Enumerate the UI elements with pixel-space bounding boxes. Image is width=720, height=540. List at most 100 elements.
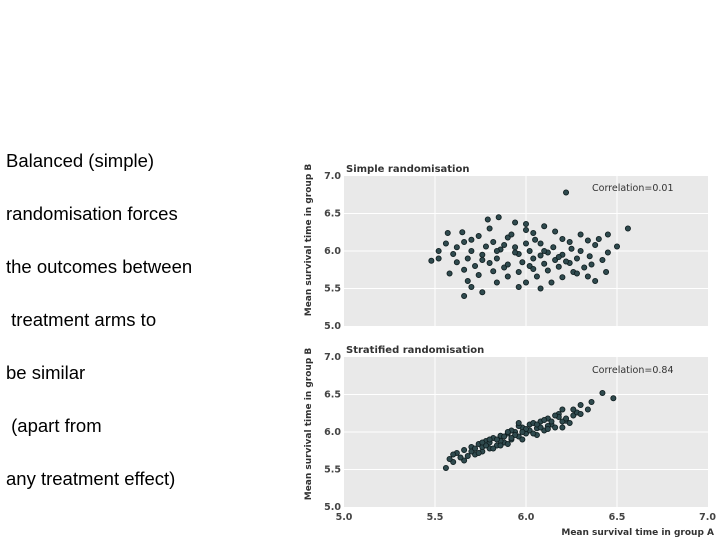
data-point	[442, 240, 449, 247]
x-tick-labels: 5.0 5.5 6.0 6.5 7.0	[336, 512, 717, 523]
y-axis-label: Mean survival time in group B	[304, 164, 314, 317]
data-point	[442, 464, 449, 471]
data-point	[504, 440, 511, 447]
data-point	[497, 442, 504, 449]
chart-title: Stratified randomisation	[346, 345, 484, 356]
data-point	[530, 229, 537, 236]
y-tick-label: 7.0	[324, 352, 341, 363]
data-point	[512, 219, 519, 226]
data-point	[515, 268, 522, 275]
data-point	[504, 273, 511, 280]
data-point	[450, 250, 457, 257]
scatter-panel-stratified: Stratified randomisation Correlation=0.8…	[304, 345, 716, 538]
data-point	[461, 292, 468, 299]
data-point	[504, 261, 511, 268]
data-point	[595, 235, 602, 242]
data-point	[493, 255, 500, 262]
text-line-7: any treatment effect)	[6, 468, 176, 489]
data-point	[450, 451, 457, 458]
data-point	[563, 415, 570, 422]
data-point	[588, 261, 595, 268]
data-point	[479, 439, 486, 446]
y-tick-label: 5.5	[324, 465, 341, 476]
y-tick-labels: 5.0 5.5 6.0 6.5 7.0	[324, 352, 341, 513]
data-point	[573, 270, 580, 277]
text-line-5: be similar	[6, 362, 86, 383]
data-point	[504, 428, 511, 435]
data-point	[548, 418, 555, 425]
data-point	[435, 255, 442, 262]
data-point	[599, 256, 606, 263]
data-point	[577, 410, 584, 417]
data-point	[493, 279, 500, 286]
data-point	[515, 419, 522, 426]
scatter-panel-simple: Simple randomisation Correlation=0.01 5.…	[304, 164, 708, 332]
data-point	[461, 266, 468, 273]
data-point	[486, 225, 493, 232]
text-line-4: treatment arms to	[6, 309, 157, 330]
data-point	[523, 220, 530, 227]
data-point	[468, 247, 475, 254]
data-point	[490, 445, 497, 452]
data-point	[577, 401, 584, 408]
correlation-annotation: Correlation=0.01	[592, 183, 674, 194]
data-point	[519, 436, 526, 443]
data-point	[604, 249, 611, 256]
data-point	[537, 240, 544, 247]
data-point	[490, 238, 497, 245]
data-point	[475, 449, 482, 456]
data-point	[472, 262, 479, 269]
data-point	[508, 231, 515, 238]
data-point	[461, 446, 468, 453]
data-point	[541, 223, 548, 230]
data-point	[541, 416, 548, 423]
text-line-6: (apart from	[6, 415, 102, 436]
data-point	[541, 260, 548, 267]
data-point	[577, 231, 584, 238]
data-point	[581, 264, 588, 271]
data-point	[523, 279, 530, 286]
data-point	[526, 247, 533, 254]
data-point	[541, 247, 548, 254]
data-point	[479, 251, 486, 258]
x-axis-label: Mean survival time in group A	[561, 528, 714, 538]
y-axis-label: Mean survival time in group B	[304, 348, 314, 501]
y-tick-label: 5.0	[324, 321, 341, 332]
data-point	[624, 225, 631, 232]
data-point	[482, 243, 489, 250]
data-point	[486, 436, 493, 443]
data-point	[519, 259, 526, 266]
data-point	[508, 434, 515, 441]
y-tick-label: 7.0	[324, 171, 341, 182]
data-point	[468, 236, 475, 243]
x-tick-label: 6.5	[609, 512, 626, 523]
data-point	[563, 258, 570, 265]
data-point	[568, 245, 575, 252]
data-point	[444, 229, 451, 236]
data-point	[559, 235, 566, 242]
data-point	[544, 267, 551, 274]
data-point	[501, 433, 508, 440]
y-tick-label: 6.0	[324, 246, 341, 257]
data-point	[479, 256, 486, 263]
data-point	[552, 412, 559, 419]
data-point	[550, 244, 557, 251]
data-point	[515, 283, 522, 290]
data-point	[552, 424, 559, 431]
data-point	[459, 229, 466, 236]
data-point	[435, 247, 442, 254]
data-point	[584, 406, 591, 413]
data-point	[457, 454, 464, 461]
y-tick-label: 6.0	[324, 427, 341, 438]
data-point	[523, 240, 530, 247]
data-point	[537, 285, 544, 292]
data-point	[472, 445, 479, 452]
text-line-2: randomisation forces	[6, 203, 178, 224]
data-point	[530, 255, 537, 262]
data-point	[475, 232, 482, 239]
data-point	[519, 428, 526, 435]
data-point	[563, 189, 570, 196]
data-point	[501, 241, 508, 248]
data-point	[453, 244, 460, 251]
data-points	[442, 389, 617, 471]
